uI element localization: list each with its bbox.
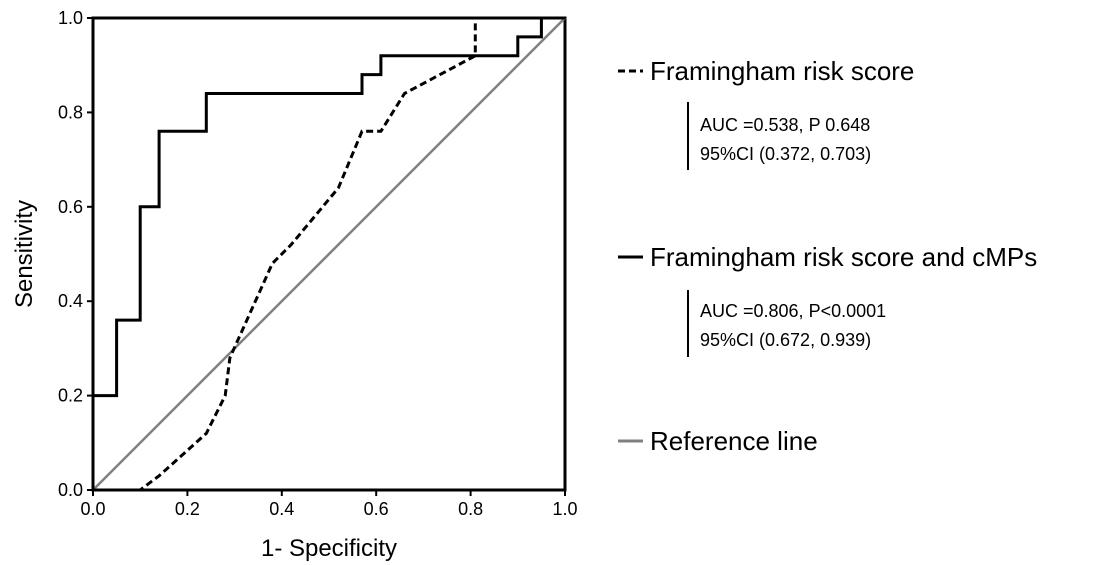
- legend-label-framingham: Framingham risk score: [650, 56, 914, 86]
- y-tick-label: 0.0: [58, 480, 83, 500]
- x-axis-title: 1- Specificity: [261, 535, 397, 562]
- x-tick-label: 1.0: [552, 499, 577, 519]
- x-tick-label: 0.2: [175, 499, 200, 519]
- tick-layer: 0.0 0.2 0.4 0.6 0.8 1.0 0.0 0.2 0.4 0.6 0.8 1.0: [58, 8, 578, 519]
- y-axis-title: Sensitivity: [11, 200, 38, 308]
- ci-text-framingham: 95%CI (0.372, 0.703): [700, 144, 871, 164]
- y-tick-label: 0.8: [58, 102, 83, 122]
- ci-text-framingham-cmps: 95%CI (0.672, 0.939): [700, 330, 871, 350]
- x-tick-label: 0.4: [269, 499, 294, 519]
- auc-text-framingham-cmps: AUC =0.806, P<0.0001: [700, 301, 886, 321]
- series-layer: [91, 16, 566, 492]
- x-tick-label: 0.6: [364, 499, 389, 519]
- series-line-framingham: [93, 16, 565, 492]
- series-line-framingham-cmps: [91, 16, 565, 490]
- legend: Framingham risk score AUC =0.538, P 0.64…: [618, 56, 1037, 456]
- series-line-reference: [92, 17, 566, 491]
- legend-label-framingham-cmps: Framingham risk score and cMPs: [650, 242, 1037, 272]
- x-tick-label: 0.8: [458, 499, 483, 519]
- x-tick-label: 0.0: [80, 499, 105, 519]
- y-tick-label: 0.2: [58, 386, 83, 406]
- legend-label-reference: Reference line: [650, 426, 818, 456]
- y-tick-label: 1.0: [58, 8, 83, 28]
- plot-frame: [91, 16, 567, 492]
- y-tick-label: 0.4: [58, 291, 83, 311]
- auc-text-framingham: AUC =0.538, P 0.648: [700, 115, 870, 135]
- y-tick-label: 0.6: [58, 197, 83, 217]
